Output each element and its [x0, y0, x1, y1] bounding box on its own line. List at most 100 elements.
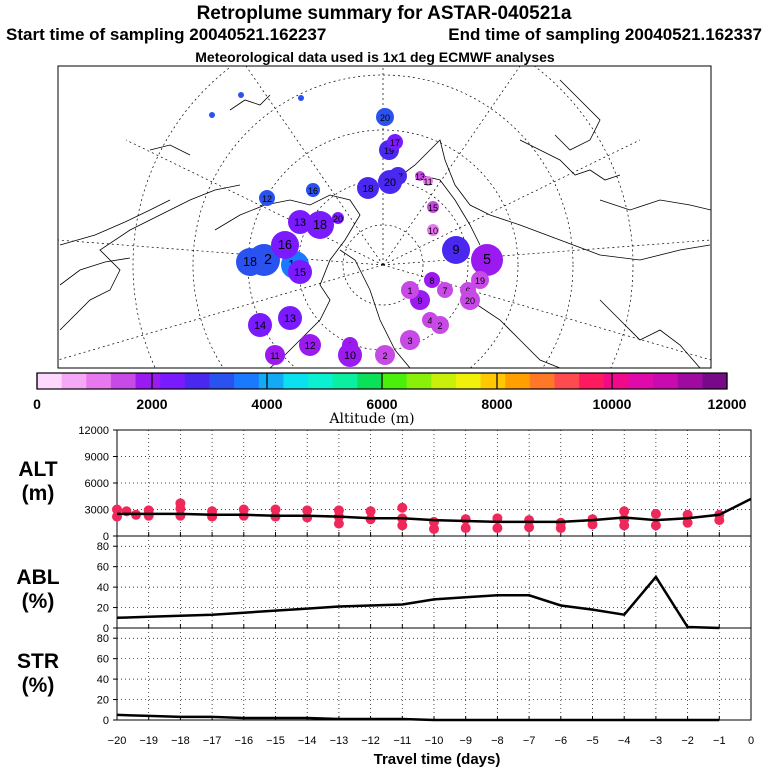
alt-scatter-point	[682, 517, 693, 528]
abl-panel: ABL (%) 80 60 40 20 0	[16, 535, 752, 635]
alt-scatter-point	[397, 502, 408, 513]
trajectory-cluster-marker	[236, 248, 264, 276]
alt-ytick-label: 12000	[78, 425, 109, 437]
trajectory-cluster-marker	[431, 316, 449, 334]
alt-scatter-point	[460, 514, 471, 525]
trajectory-day-label: 4	[427, 316, 432, 326]
x-tick-label: −9	[459, 735, 472, 747]
trajectory-cluster-marker	[378, 170, 402, 194]
trajectory-cluster-marker	[288, 210, 312, 234]
trajectory-day-label: 16	[278, 238, 292, 252]
x-tick-label: −7	[523, 735, 536, 747]
alt-yunit: (m)	[22, 482, 55, 505]
trajectory-day-label: 16	[308, 186, 318, 196]
colorbar-cell	[135, 373, 161, 389]
trajectory-cluster-marker	[306, 183, 320, 197]
trajectory-cluster-marker	[248, 313, 272, 337]
alt-ytick-label: 3000	[85, 505, 109, 517]
colorbar-cell	[702, 373, 728, 389]
x-tick-label: −15	[266, 735, 285, 747]
alt-series-line	[117, 497, 752, 524]
alt-ytick-label: 6000	[85, 478, 109, 490]
alt-scatter-point	[650, 508, 661, 519]
trajectory-day-label: 20	[333, 214, 343, 224]
trajectory-cluster-marker	[265, 345, 285, 365]
x-tick-label: −4	[618, 735, 631, 747]
colorbar-cell	[628, 373, 654, 389]
x-tick-label: −13	[330, 735, 349, 747]
x-tick-label: −20	[108, 735, 127, 747]
trajectory-day-label: 10	[428, 226, 438, 236]
map-points: 2019181716131214151311109876543212018161…	[209, 92, 503, 367]
colorbar-tick-label: 2000	[136, 396, 167, 412]
colorbar-cell	[529, 373, 555, 389]
alt-scatter-point	[650, 520, 661, 531]
trajectory-cluster-marker	[332, 212, 344, 224]
colorbar-cell	[160, 373, 186, 389]
str-ytick-label: 60	[97, 654, 109, 666]
alt-scatter-point	[333, 518, 344, 529]
trajectory-day-label: 11	[270, 351, 279, 361]
trajectory-dot	[298, 95, 304, 101]
trajectory-cluster-marker	[271, 231, 299, 259]
alt-scatter-point	[555, 523, 566, 534]
colorbar-cell	[505, 373, 531, 389]
x-tick-label: −10	[425, 735, 444, 747]
str-ytick-label: 40	[97, 674, 109, 686]
alt-scatter-point	[492, 523, 503, 534]
trajectory-day-label: 11	[423, 177, 432, 187]
str-ytick-label: 20	[97, 695, 109, 707]
colorbar-cell	[258, 373, 284, 389]
trajectory-day-label: 13	[294, 217, 306, 229]
trajectory-cluster-marker	[338, 343, 362, 367]
x-tick-label: −18	[171, 735, 190, 747]
colorbar-cell	[283, 373, 309, 389]
colorbar-cell	[332, 373, 358, 389]
x-tick-label: −11	[393, 735, 411, 747]
x-tick-label: −2	[681, 735, 694, 747]
colorbar-cell	[382, 373, 408, 389]
trajectory-cluster-marker	[278, 306, 302, 330]
altitude-colorbar: 0 2000 4000 6000 8000 10000 12000 Altitude (m)	[33, 372, 747, 427]
alt-scatter-point	[270, 504, 281, 515]
x-tick-label: −5	[586, 735, 599, 747]
colorbar-cell	[406, 373, 432, 389]
trajectory-day-label: 18	[313, 218, 327, 232]
trajectory-day-label: 20	[465, 296, 475, 306]
colorbar-tick-label: 6000	[366, 396, 397, 412]
alt-scatter-point	[714, 515, 725, 526]
trajectory-day-label: 3	[407, 336, 412, 346]
start-time-label: Start time of sampling 20040521.162237	[6, 25, 326, 44]
x-axis-label: Travel time (days)	[374, 751, 501, 768]
str-series-line	[116, 713, 720, 722]
trajectory-day-label: 10	[344, 350, 356, 362]
trajectory-day-label: 20	[380, 113, 390, 123]
colorbar-label: Altitude (m)	[328, 411, 414, 427]
trajectory-day-label: 14	[254, 320, 266, 332]
trajectory-cluster-marker	[415, 171, 425, 181]
map-panel: 2019181716131214151311109876543212018161…	[57, 65, 712, 369]
colorbar-cell	[184, 373, 210, 389]
x-tick-label: −8	[491, 735, 504, 747]
colorbar-cell	[653, 373, 679, 389]
x-tick-label: −1	[713, 735, 726, 747]
abl-series-line	[116, 574, 720, 630]
trajectory-day-label: 8	[429, 276, 434, 286]
trajectory-cluster-marker	[427, 201, 439, 213]
trajectory-cluster-marker	[306, 211, 334, 239]
trajectory-day-label: 15	[428, 203, 438, 213]
trajectory-day-label: 9	[452, 243, 459, 257]
trajectory-day-label: 2	[437, 321, 442, 331]
trajectory-day-label: 17	[390, 138, 400, 148]
alt-scatter-point	[524, 522, 535, 533]
colorbar-cell	[234, 373, 260, 389]
trajectory-day-label: 7	[442, 286, 447, 296]
x-tick-label: −16	[234, 735, 253, 747]
colorbar-cell	[554, 373, 580, 389]
abl-ytick-label: 20	[97, 603, 109, 615]
alt-scatter-point	[397, 520, 408, 531]
colorbar-tick-label: 0	[33, 396, 41, 412]
colorbar-cell	[603, 373, 629, 389]
alt-scatter-point	[619, 506, 630, 517]
alt-scatter-point	[365, 506, 376, 517]
